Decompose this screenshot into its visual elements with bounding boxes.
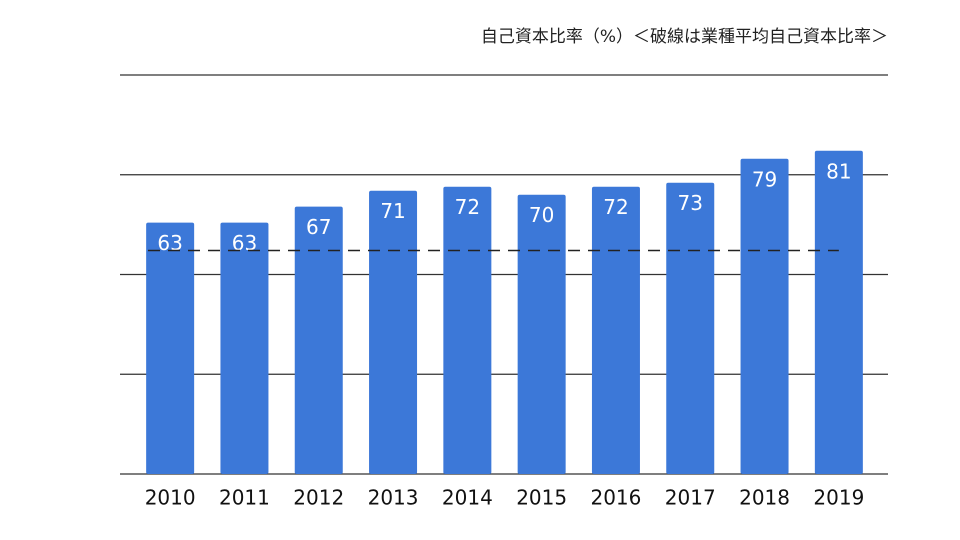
x-tick-label: 2012 xyxy=(293,486,344,510)
value-label: 73 xyxy=(678,191,703,215)
x-tick-label: 2010 xyxy=(145,486,196,510)
x-tick-label: 2018 xyxy=(739,486,790,510)
bar xyxy=(294,206,343,475)
bar xyxy=(369,190,418,474)
value-label: 63 xyxy=(157,231,182,255)
x-tick-label: 2014 xyxy=(442,486,493,510)
x-tick-label: 2015 xyxy=(516,486,567,510)
bar xyxy=(814,150,863,474)
bar xyxy=(517,194,566,474)
x-tick-label: 2013 xyxy=(368,486,419,510)
value-label: 71 xyxy=(380,199,405,223)
x-tick-label: 2011 xyxy=(219,486,270,510)
value-label: 72 xyxy=(455,195,480,219)
bar xyxy=(443,186,492,474)
bar xyxy=(740,158,789,475)
bar xyxy=(591,186,640,474)
bar xyxy=(220,222,269,474)
value-label: 63 xyxy=(232,231,257,255)
bar xyxy=(666,182,715,475)
value-label: 81 xyxy=(826,159,851,183)
value-label: 79 xyxy=(752,167,777,191)
x-tick-label: 2017 xyxy=(665,486,716,510)
value-label: 70 xyxy=(529,203,554,227)
chart-title: 自己資本比率（%）＜破線は業種平均自己資本比率＞ xyxy=(481,27,888,47)
value-label: 67 xyxy=(306,215,331,239)
bar xyxy=(146,222,195,474)
x-tick-label: 2019 xyxy=(813,486,864,510)
x-tick-label: 2016 xyxy=(590,486,641,510)
value-label: 72 xyxy=(603,195,628,219)
